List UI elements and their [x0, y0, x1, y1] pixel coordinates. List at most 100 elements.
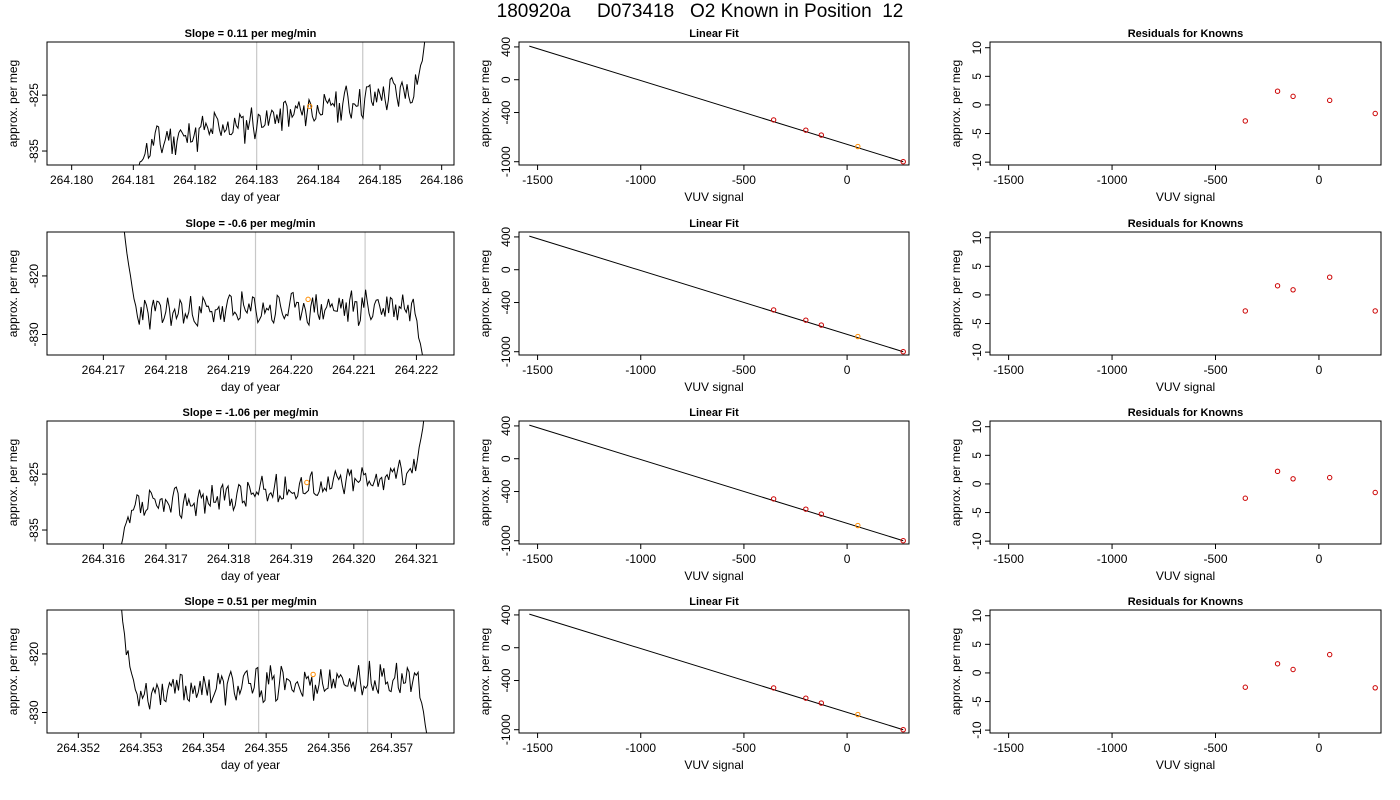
- data-layer: [123, 232, 423, 355]
- data-point: [1326, 97, 1333, 104]
- data-point: [900, 349, 906, 355]
- x-tick-label: 264.321: [395, 552, 439, 566]
- panel-1-3: Residuals for Knowns VUV signal approx. pe…: [949, 28, 1382, 204]
- y-tick-label: 0: [499, 266, 513, 273]
- highlight-point: [307, 103, 313, 109]
- x-axis-label: VUV signal: [684, 380, 743, 394]
- data-point: [818, 511, 825, 517]
- data-layer: [138, 42, 426, 165]
- data-point: [1326, 474, 1333, 481]
- panel-title: Residuals for Knowns: [1128, 407, 1244, 419]
- y-tick-label: -835: [27, 518, 41, 542]
- data-point: [1326, 274, 1333, 280]
- y-tick-label: -5: [970, 318, 984, 329]
- plot-frame: [518, 231, 910, 356]
- x-tick-label: 0: [844, 741, 851, 755]
- x-tick-label: 264.354: [182, 741, 226, 755]
- y-axis-label: approx. per meg: [478, 60, 492, 147]
- panel-title: Slope = 0.51 per meg/min: [184, 596, 317, 608]
- x-tick-label: -1500: [522, 363, 553, 377]
- data-point: [1242, 118, 1248, 124]
- x-tick-label: -500: [1203, 363, 1227, 377]
- y-tick-label: -1000: [499, 336, 513, 367]
- data-point: [1372, 110, 1378, 117]
- panel-title: Residuals for Knowns: [1128, 596, 1244, 608]
- x-tick-label: 264.182: [173, 173, 217, 187]
- x-tick-label: 264.220: [270, 363, 314, 377]
- data-layer: [529, 235, 906, 355]
- data-point: [1274, 468, 1281, 475]
- plot-frame: [46, 420, 455, 545]
- x-axis-label: VUV signal: [1156, 758, 1215, 772]
- x-tick-label: -500: [1203, 741, 1227, 755]
- x-tick-label: -500: [1203, 173, 1227, 187]
- panel-title: Linear Fit: [689, 596, 739, 608]
- x-tick-label: -500: [732, 173, 756, 187]
- y-tick-label: 10: [970, 41, 984, 55]
- y-tick-label: -5: [970, 128, 984, 139]
- y-tick-label: -825: [27, 462, 41, 486]
- panel-3-3: Residuals for Knowns VUV signal approx. pe…: [949, 407, 1382, 583]
- y-axis-label: approx. per meg: [949, 250, 963, 337]
- y-axis-label: approx. per meg: [949, 60, 963, 147]
- panel-title: Residuals for Knowns: [1128, 218, 1244, 230]
- x-tick-label: 0: [844, 363, 851, 377]
- x-axis-label: day of year: [221, 190, 280, 204]
- y-axis-label: approx. per meg: [6, 439, 20, 526]
- data-layer: [1242, 88, 1378, 124]
- x-tick-label: 0: [1316, 173, 1323, 187]
- x-tick-label: -1500: [522, 173, 553, 187]
- y-axis-label: approx. per meg: [478, 250, 492, 337]
- panel-3-2: Linear Fit VUV signal approx. per meg -1500…: [478, 407, 910, 583]
- x-tick-label: -500: [732, 363, 756, 377]
- panel-4-1: Slope = 0.51 per meg/min day of year appro…: [6, 596, 455, 772]
- data-point: [770, 496, 777, 502]
- panel-title: Linear Fit: [689, 28, 739, 40]
- y-tick-label: -10: [970, 343, 984, 361]
- y-tick-label: -5: [970, 696, 984, 707]
- panel-1-2: Linear Fit VUV signal approx. per meg -1500…: [478, 28, 910, 204]
- y-tick-label: -400: [499, 668, 513, 692]
- x-axis-label: VUV signal: [684, 190, 743, 204]
- x-tick-label: -500: [1203, 552, 1227, 566]
- y-tick-label: 5: [970, 263, 984, 270]
- data-point: [1290, 93, 1296, 100]
- data-layer: [1242, 274, 1378, 314]
- data-point: [1290, 476, 1296, 482]
- x-tick-label: 264.316: [82, 552, 126, 566]
- y-tick-label: -1000: [499, 525, 513, 556]
- x-tick-label: -1000: [625, 363, 656, 377]
- y-tick-label: -10: [970, 721, 984, 739]
- x-tick-label: -1000: [625, 173, 656, 187]
- y-tick-label: 400: [499, 605, 513, 625]
- panel-2-3: Residuals for Knowns VUV signal approx. pe…: [949, 218, 1382, 394]
- data-point: [900, 727, 906, 733]
- y-tick-label: 0: [499, 76, 513, 83]
- y-tick-label: -400: [499, 479, 513, 503]
- y-tick-label: -1000: [499, 146, 513, 177]
- x-tick-label: 0: [1316, 741, 1323, 755]
- x-tick-label: 0: [844, 552, 851, 566]
- y-tick-label: -820: [27, 264, 41, 288]
- data-point: [855, 522, 861, 529]
- x-axis-label: day of year: [221, 380, 280, 394]
- series-line: [121, 610, 428, 733]
- data-point: [900, 538, 906, 544]
- x-tick-label: 264.185: [358, 173, 402, 187]
- data-point: [1372, 685, 1378, 691]
- x-tick-label: 264.353: [119, 741, 163, 755]
- x-tick-label: -1500: [522, 552, 553, 566]
- y-tick-label: 0: [499, 644, 513, 651]
- y-tick-label: 0: [970, 291, 984, 298]
- panel-title: Linear Fit: [689, 407, 739, 419]
- x-tick-label: 264.186: [420, 173, 464, 187]
- data-point: [1274, 283, 1281, 289]
- y-tick-label: 0: [970, 669, 984, 676]
- fit-line: [529, 45, 904, 163]
- y-tick-label: 400: [499, 416, 513, 436]
- x-tick-label: 264.352: [57, 741, 101, 755]
- plot-frame: [518, 609, 910, 734]
- highlight-point: [304, 479, 310, 486]
- data-point: [1242, 684, 1248, 690]
